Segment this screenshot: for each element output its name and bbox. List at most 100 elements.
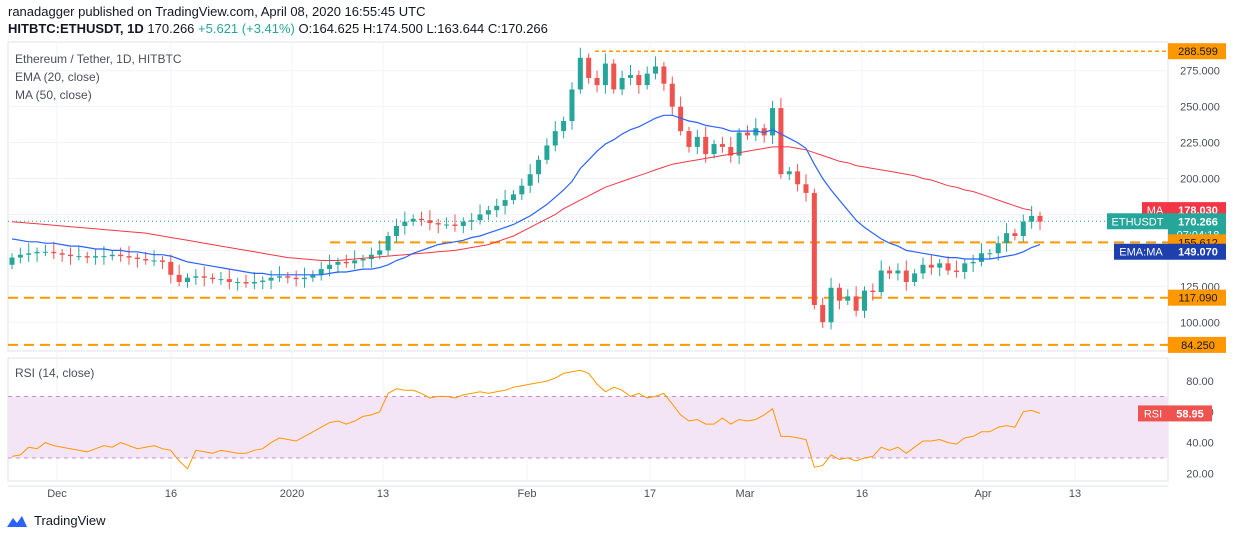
candle-body: [953, 270, 959, 272]
candle-body: [510, 194, 516, 201]
candle-body: [527, 174, 533, 186]
candle-body: [427, 220, 433, 224]
badge-tag-label: EMA:MA: [1119, 247, 1163, 259]
x-tick-label: Dec: [47, 488, 67, 500]
candle-body: [970, 261, 976, 264]
symbol-name: HITBTC:ETHUSDT, 1D: [8, 21, 144, 36]
candle-body: [686, 131, 692, 147]
candle-body: [661, 66, 667, 84]
rsi-band: [8, 396, 1168, 458]
candle-body: [627, 75, 633, 78]
candle-body: [594, 77, 600, 86]
candle-body: [377, 250, 383, 255]
candle-body: [728, 146, 734, 156]
y-tick-label: 250.000: [1180, 102, 1220, 114]
candle-body: [17, 254, 23, 258]
candle-body: [586, 57, 592, 78]
ohlc-values: O:164.625 H:174.500 L:163.644 C:170.266: [298, 21, 548, 36]
candle-body: [978, 253, 985, 262]
candle-body: [887, 270, 893, 274]
badge-value: 149.070: [1178, 247, 1218, 259]
candle-body: [101, 256, 107, 258]
candle-body: [569, 89, 575, 122]
symbol-info-line: HITBTC:ETHUSDT, 1D 170.266 +5.621 (+3.41…: [8, 21, 548, 36]
candle-body: [836, 287, 842, 301]
candle-body: [678, 106, 684, 132]
candle-body: [419, 218, 425, 221]
candle-body: [552, 131, 558, 146]
candle-body: [218, 279, 224, 281]
x-tick-label: 2020: [280, 488, 304, 500]
candle-body: [853, 296, 859, 311]
candle-body: [193, 276, 199, 278]
candle-body: [109, 254, 115, 257]
candle-body: [903, 270, 909, 283]
candle-body: [477, 214, 483, 221]
candle-body: [828, 287, 834, 323]
candle-body: [59, 253, 65, 255]
legend-ma: MA (50, close): [15, 88, 92, 102]
candle-body: [736, 132, 742, 156]
rsi-tag-label: RSI: [1144, 408, 1162, 420]
candle-body: [260, 280, 266, 283]
candle-body: [67, 254, 74, 257]
candle-body: [995, 243, 1001, 254]
candle-body: [845, 296, 851, 301]
candle-body: [1020, 221, 1026, 237]
candle-body: [452, 224, 458, 226]
candle-body: [912, 273, 918, 283]
candle-body: [945, 263, 951, 271]
y-tick-label: 200.000: [1180, 174, 1220, 186]
candle-body: [360, 259, 366, 261]
badge-tag: [1107, 213, 1168, 230]
candle-body: [962, 263, 968, 272]
badge-label: 288.599: [1178, 46, 1218, 58]
x-tick-label: Feb: [518, 488, 537, 500]
y-tick-label: 225.000: [1180, 138, 1220, 150]
rsi-tick-label: 20.00: [1186, 468, 1214, 480]
candle-body: [795, 171, 801, 185]
x-tick-label: Mar: [736, 488, 755, 500]
candle-body: [34, 251, 40, 254]
tradingview-logo[interactable]: TradingView: [6, 513, 106, 528]
candle-body: [118, 254, 124, 257]
y-tick-label: 275.000: [1180, 66, 1220, 78]
candle-body: [385, 236, 391, 251]
candle-body: [84, 256, 90, 258]
candle-body: [761, 128, 767, 136]
candle-body: [251, 282, 257, 284]
candle-body: [544, 145, 550, 160]
candle-body: [602, 63, 608, 86]
candle-body: [987, 253, 993, 255]
candle-body: [293, 277, 299, 280]
candle-body: [243, 282, 249, 284]
candle-body: [861, 290, 867, 311]
rsi-tag: [1138, 405, 1168, 422]
candle-body: [9, 257, 15, 265]
candle-body: [653, 66, 659, 74]
ema20-line: [11, 114, 1041, 276]
logo-text: TradingView: [34, 513, 106, 528]
candle-body: [561, 121, 567, 132]
candle-body: [744, 132, 750, 136]
candle-body: [636, 75, 642, 86]
candle-body: [1012, 233, 1018, 237]
ma50-line: [11, 146, 1032, 261]
candle-body: [937, 263, 943, 268]
candle-body: [536, 159, 542, 175]
candle-body: [920, 264, 926, 274]
candle-body: [26, 253, 32, 255]
candle-body: [786, 171, 792, 175]
candle-body: [210, 277, 216, 280]
candle-body: [168, 261, 174, 275]
candle-body: [368, 254, 374, 260]
candle-body: [235, 282, 241, 284]
candle-body: [318, 269, 324, 275]
candle-body: [268, 277, 274, 281]
candle-body: [460, 221, 466, 226]
candle-body: [719, 144, 725, 147]
tradingview-logo-icon: [7, 515, 27, 527]
candle-body: [335, 261, 341, 265]
candle-body: [1004, 233, 1010, 244]
